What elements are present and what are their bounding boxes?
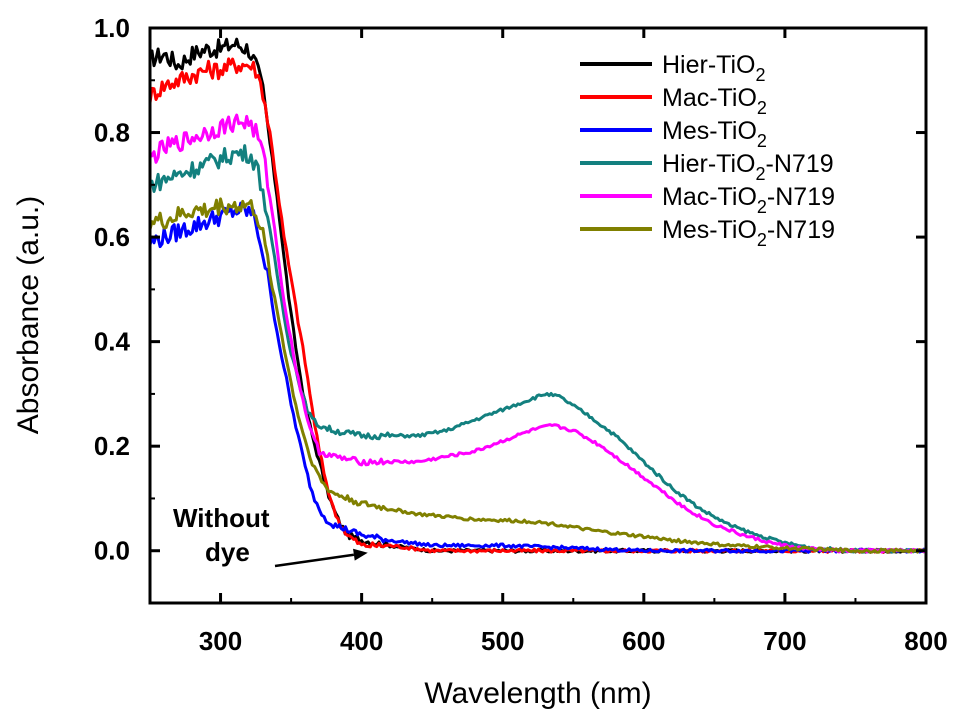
annotation-arrow — [274, 553, 355, 568]
x-tick-label: 300 — [199, 626, 242, 656]
y-axis-title: Absorbance (a.u.) — [12, 196, 45, 434]
annotation-line1: Without — [173, 503, 270, 533]
legend-label: Mes-TiO2 — [662, 117, 767, 151]
legend-label: Mes-TiO2-N719 — [662, 216, 835, 250]
x-axis-title: Wavelength (nm) — [424, 677, 651, 710]
legend-label: Mac-TiO2-N719 — [662, 183, 835, 217]
x-tick-label: 800 — [904, 626, 947, 656]
series-layer — [150, 37, 926, 554]
legend: Hier-TiO2Mac-TiO2Mes-TiO2Hier-TiO2-N719M… — [580, 51, 835, 250]
legend-label: Hier-TiO2-N719 — [662, 150, 834, 184]
y-tick-label: 0.4 — [94, 327, 131, 357]
legend-label: Mac-TiO2 — [662, 84, 767, 118]
x-tick-label: 600 — [622, 626, 665, 656]
x-tick-label: 500 — [481, 626, 524, 656]
y-tick-label: 0.6 — [94, 222, 130, 252]
series-line-mac-tio2-n719 — [150, 113, 926, 554]
plot-frame — [148, 26, 928, 605]
annotation-line2: dye — [205, 537, 250, 567]
series-line-mac-tio2 — [150, 57, 926, 554]
without-dye-annotation: Without dye — [173, 503, 368, 568]
legend-label: Hier-TiO2 — [662, 51, 766, 85]
annotation-arrowhead — [353, 548, 368, 561]
y-tick-label: 1.0 — [94, 13, 130, 43]
y-tick-label: 0.8 — [94, 118, 130, 148]
y-tick-label: 0.2 — [94, 431, 130, 461]
y-tick-label: 0.0 — [94, 536, 130, 566]
x-tick-label: 400 — [340, 626, 383, 656]
series-line-mes-tio2-n719 — [150, 197, 926, 554]
ticks-layer: 300 400 500 600 700 800 0.0 0.2 0.4 0.6 0.8 1.0 — [94, 13, 948, 656]
x-tick-label: 700 — [763, 626, 806, 656]
series-line-hier-tio2-n719 — [150, 144, 926, 554]
